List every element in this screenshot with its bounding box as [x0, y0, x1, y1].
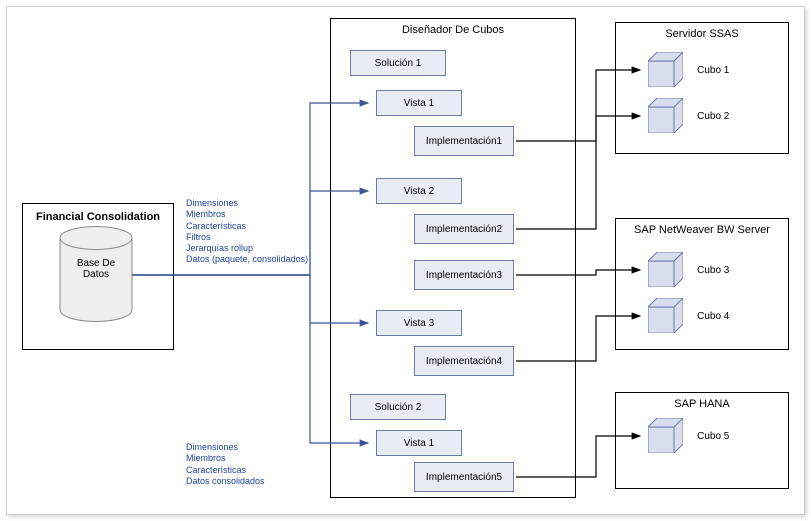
node-vista-1: Vista 1 — [376, 90, 462, 116]
node-solucion-1: Solución 1 — [350, 50, 446, 76]
node-vista-3: Vista 3 — [376, 310, 462, 336]
panel-title-bw: SAP NetWeaver BW Server — [634, 224, 770, 236]
cube-4-label: Cubo 4 — [697, 311, 729, 322]
panel-title-financial: Financial Consolidation — [36, 211, 160, 223]
diagram-canvas: Financial Consolidation Diseñador De Cub… — [0, 0, 811, 521]
node-implementacion-5: Implementación5 — [414, 462, 514, 492]
cube-2 — [648, 98, 683, 138]
metadata-list-bottom: DimensionesMiembrosCaracterísticasDatos … — [186, 442, 265, 487]
node-implementacion-3: Implementación3 — [414, 260, 514, 290]
panel-title-disenador: Diseñador De Cubos — [402, 24, 504, 36]
panel-title-ssas: Servidor SSAS — [665, 28, 738, 40]
node-vista-2: Vista 2 — [376, 178, 462, 204]
cube-4 — [648, 298, 683, 338]
node-implementacion-1: Implementación1 — [414, 126, 514, 156]
node-implementacion-4: Implementación4 — [414, 346, 514, 376]
panel-title-hana: SAP HANA — [674, 398, 729, 410]
node-solucion-2: Solución 2 — [350, 394, 446, 420]
cube-1-label: Cubo 1 — [697, 65, 729, 76]
panel-ssas: Servidor SSAS — [615, 22, 789, 154]
cube-1 — [648, 52, 683, 92]
database-label: Base DeDatos — [56, 258, 136, 280]
node-vista-1b: Vista 1 — [376, 430, 462, 456]
cube-2-label: Cubo 2 — [697, 111, 729, 122]
panel-bw: SAP NetWeaver BW Server — [615, 218, 789, 350]
node-implementacion-2: Implementación2 — [414, 214, 514, 244]
cube-5-label: Cubo 5 — [697, 431, 729, 442]
cube-3-label: Cubo 3 — [697, 265, 729, 276]
cube-3 — [648, 252, 683, 292]
metadata-list-top: DimensionesMiembrosCaracterísticasFiltro… — [186, 198, 308, 266]
cube-5 — [648, 418, 683, 458]
